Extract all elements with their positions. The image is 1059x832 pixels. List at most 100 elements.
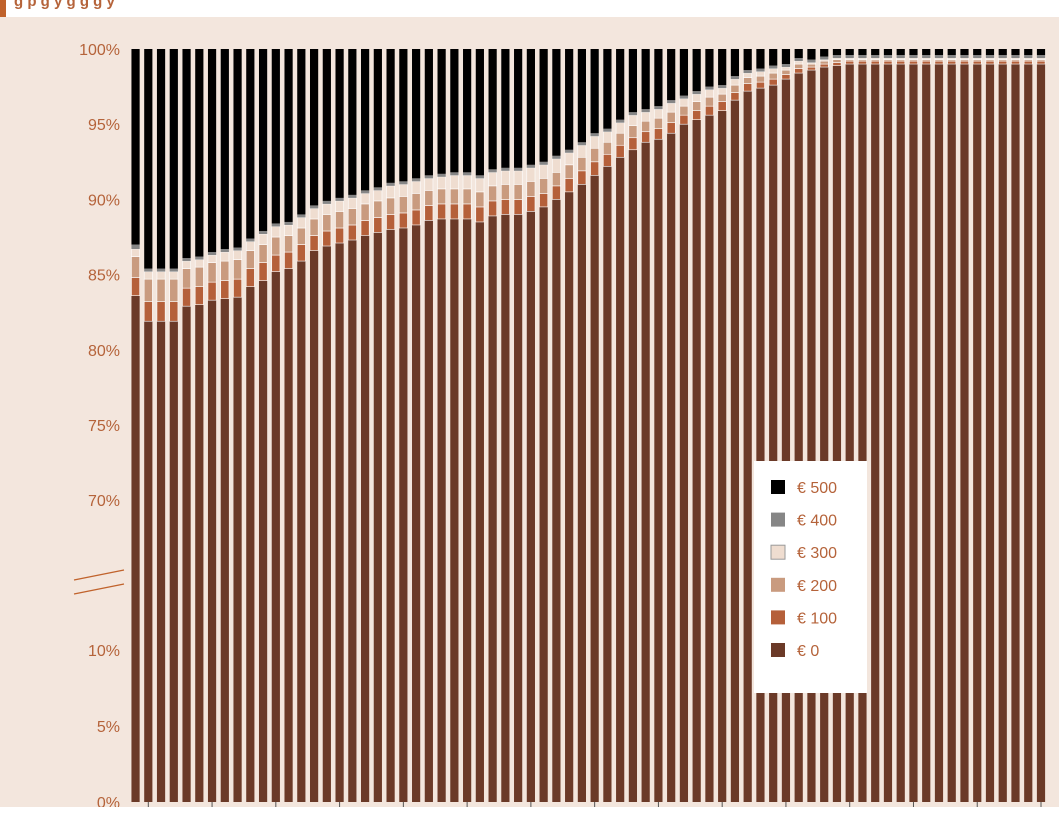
bar-segment-age-73-eur-300 (819, 59, 829, 62)
bar-segment-age-59-eur-100 (641, 131, 651, 143)
bar-segment-age-79-eur-0 (896, 64, 905, 803)
bar-segment-age-39-eur-500 (386, 49, 395, 183)
bar-segment-age-35-eur-0 (335, 243, 344, 802)
bar-segment-age-55-eur-200 (590, 147, 600, 163)
bar-segment-age-67-eur-0 (743, 91, 752, 803)
bar-segment-age-39-eur-100 (386, 214, 395, 230)
bar-segment-age-23-eur-200 (182, 268, 191, 289)
bar-segment-age-52-eur-500 (552, 49, 561, 156)
bar-segment-age-69-eur-200 (768, 72, 778, 80)
bar-segment-age-28-eur-500 (246, 49, 255, 239)
bar-segment-age-74-eur-0 (832, 65, 842, 803)
bar-segment-age-83-eur-0 (947, 64, 956, 803)
bar-segment-age-85-eur-0 (973, 64, 982, 803)
y-tick-label: 100% (79, 42, 120, 59)
bar-segment-age-56-eur-500 (603, 49, 612, 129)
bar-segment-age-44-eur-200 (449, 188, 459, 205)
stacked-bar-chart: 0% 5% 10% 70% 75% 80% 85% 90% 95% 100% 2025303540… (73, 42, 1046, 807)
bar-segment-age-87-eur-400 (998, 55, 1007, 59)
bar-segment-age-57-eur-400 (616, 119, 625, 123)
bar-segment-age-84-eur-400 (960, 55, 969, 59)
bar-segment-age-86-eur-100 (985, 60, 995, 65)
bar-segment-age-84-eur-300 (960, 57, 969, 60)
bar-segment-age-76-eur-300 (858, 57, 867, 60)
bar-segment-age-90-eur-300 (1036, 57, 1046, 60)
y-tick-label: 70% (88, 493, 120, 510)
bar-segment-age-63-eur-500 (692, 49, 701, 92)
bar-segment-age-43-eur-500 (437, 49, 446, 174)
bar-segment-age-59-eur-0 (641, 142, 650, 802)
bar-segment-age-45-eur-0 (463, 218, 472, 802)
bar-segment-age-36-eur-200 (347, 208, 357, 226)
bar-segment-age-29-eur-400 (258, 230, 268, 234)
y-tick-label: 95% (88, 117, 120, 134)
bar-segment-age-42-eur-0 (424, 220, 433, 802)
bar-segment-age-41-eur-400 (412, 178, 421, 182)
bar-segment-age-61-eur-500 (667, 49, 676, 101)
bar-segment-age-19-eur-100 (131, 277, 140, 296)
bar-segment-age-58-eur-300 (628, 114, 638, 127)
bar-segment-age-66-eur-400 (730, 76, 740, 80)
bar-segment-age-42-eur-500 (424, 49, 433, 176)
bar-segment-age-60-eur-500 (654, 49, 663, 107)
bar-segment-age-73-eur-0 (820, 67, 829, 803)
bar-segment-age-72-eur-500 (807, 49, 816, 60)
bar-segment-age-21-eur-400 (156, 268, 166, 272)
bar-segment-age-81-eur-300 (921, 57, 931, 60)
bar-segment-age-19-eur-0 (131, 295, 140, 802)
legend-swatch-eur-200 (771, 577, 785, 592)
bar-segment-age-57-eur-300 (615, 122, 625, 134)
bar-segment-age-41-eur-0 (412, 224, 421, 803)
bar-segment-age-88-eur-300 (1011, 57, 1020, 60)
bar-segment-age-80-eur-0 (909, 64, 918, 803)
bar-segment-age-85-eur-500 (973, 49, 982, 56)
bar-segment-age-79-eur-300 (896, 57, 906, 60)
bar-segment-age-86-eur-400 (985, 55, 995, 59)
bar-segment-age-25-eur-0 (207, 300, 217, 802)
bar-segment-age-55-eur-100 (590, 161, 600, 176)
bar-segment-age-25-eur-200 (207, 262, 217, 283)
bar-segment-age-26-eur-100 (220, 280, 230, 299)
bar-segment-age-50-eur-100 (526, 196, 536, 212)
bar-segment-age-75-eur-300 (845, 57, 855, 60)
bar-segment-age-72-eur-300 (807, 62, 816, 65)
bar-segment-age-22-eur-500 (169, 49, 178, 269)
bar-segment-age-40-eur-200 (398, 196, 408, 214)
bar-segment-age-25-eur-400 (207, 252, 217, 256)
bar-segment-age-32-eur-200 (296, 227, 306, 245)
bar-segment-age-72-eur-200 (807, 63, 816, 68)
x-axis: 202530354045505560657075808590 (147, 802, 1042, 807)
y-tick-label: 10% (88, 643, 120, 660)
bar-segment-age-42-eur-200 (424, 190, 434, 206)
bar-segment-age-65-eur-100 (717, 101, 727, 111)
bar-segment-age-22-eur-200 (169, 278, 179, 302)
bar-segment-age-26-eur-500 (220, 49, 229, 250)
bar-segment-age-57-eur-0 (616, 157, 625, 803)
bar-segment-age-28-eur-400 (246, 238, 255, 242)
bar-segment-age-23-eur-0 (182, 306, 191, 802)
bar-segment-age-66-eur-100 (730, 92, 740, 101)
bar-segment-age-44-eur-100 (449, 203, 459, 220)
bar-segment-age-64-eur-300 (705, 89, 714, 98)
bar-segment-age-51-eur-500 (539, 49, 548, 162)
legend-label-eur-200: € 200 (797, 578, 837, 595)
bar-segment-age-89-eur-400 (1024, 55, 1033, 59)
bar-segment-age-21-eur-0 (156, 321, 166, 802)
bar-segment-age-30-eur-200 (271, 236, 281, 256)
bar-segment-age-46-eur-100 (475, 206, 485, 223)
bar-segment-age-83-eur-400 (947, 55, 956, 59)
bar-segment-age-46-eur-300 (475, 178, 485, 193)
bar-segment-age-29-eur-0 (258, 280, 268, 802)
bar-segment-age-27-eur-400 (233, 247, 242, 251)
bar-segment-age-40-eur-300 (398, 184, 408, 197)
bar-segment-age-76-eur-500 (858, 49, 867, 56)
bar-segment-age-58-eur-400 (628, 112, 638, 116)
bar-segment-age-22-eur-0 (169, 321, 178, 802)
bar-segment-age-62-eur-500 (679, 49, 689, 96)
bar-segment-age-32-eur-400 (297, 214, 306, 218)
bar-segment-age-51-eur-100 (539, 193, 549, 208)
bar-segment-age-80-eur-100 (909, 60, 918, 65)
bar-segment-age-34-eur-0 (322, 246, 331, 802)
bar-segment-age-87-eur-300 (998, 57, 1008, 60)
bar-segment-age-58-eur-0 (628, 149, 638, 802)
